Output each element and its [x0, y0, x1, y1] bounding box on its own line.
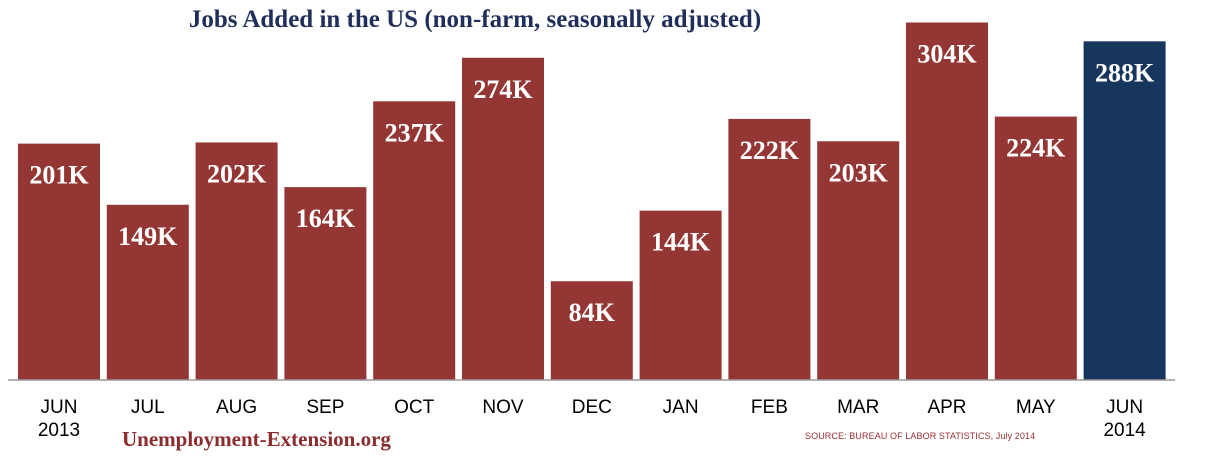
site-name-label: Unemployment-Extension.org	[122, 427, 391, 451]
x-tick-label: MAR	[837, 397, 879, 418]
bar-may	[994, 116, 1077, 381]
bar-jun-2013	[18, 143, 100, 380]
bar-value-label: 203K	[829, 158, 889, 187]
x-tick-label: FEB	[751, 397, 788, 418]
bar-aug	[195, 142, 278, 380]
bar-value-label: 149K	[118, 222, 178, 251]
x-tick-label: DEC	[572, 397, 612, 418]
bar-value-label: 201K	[29, 161, 89, 190]
chart-title: Jobs Added in the US (non-farm, seasonal…	[188, 6, 762, 33]
x-tick-label: SEP	[306, 397, 344, 418]
bars-group	[18, 22, 1166, 381]
bar-dec	[550, 281, 633, 380]
x-tick-label: APR	[927, 397, 966, 418]
bar-value-label: 222K	[740, 136, 800, 165]
x-tick-label: AUG	[216, 397, 257, 418]
bar-value-label: 224K	[1006, 134, 1066, 163]
x-tick-label: MAY	[1016, 397, 1056, 418]
bar-value-label: 237K	[385, 118, 445, 147]
bar-apr	[906, 22, 988, 380]
bar-jun-2014	[1083, 41, 1166, 380]
x-tick-year-label: 2014	[1103, 420, 1146, 441]
bar-value-label: 164K	[296, 204, 356, 233]
bar-jan	[639, 210, 722, 380]
bar-nov	[462, 57, 544, 380]
x-tick-year-label: 2013	[38, 420, 80, 441]
bar-mar	[817, 141, 900, 380]
bar-value-label: 288K	[1095, 58, 1155, 87]
bar-oct	[373, 101, 456, 381]
x-tick-label: JUL	[131, 397, 165, 418]
bar-value-label: 202K	[207, 159, 267, 188]
bar-value-label: 274K	[473, 75, 533, 104]
source-note: SOURCE: BUREAU OF LABOR STATISTICS, July…	[805, 431, 1036, 441]
bar-labels-group: 201K 149K 202K 164K 237K 274K 84K 144K 222K 203K 3…	[29, 39, 1155, 327]
bar-sep	[284, 187, 367, 380]
x-tick-label: JAN	[663, 397, 699, 418]
bar-value-label: 304K	[917, 39, 977, 68]
bar-feb	[728, 118, 811, 380]
x-tick-label: OCT	[394, 397, 435, 418]
x-tick-label: JUN	[1106, 397, 1143, 418]
bar-jul	[106, 204, 189, 380]
x-tick-label: JUN	[41, 397, 78, 418]
x-tick-label: NOV	[482, 397, 524, 418]
bar-value-label: 144K	[651, 228, 711, 257]
bar-value-label: 84K	[569, 298, 616, 327]
